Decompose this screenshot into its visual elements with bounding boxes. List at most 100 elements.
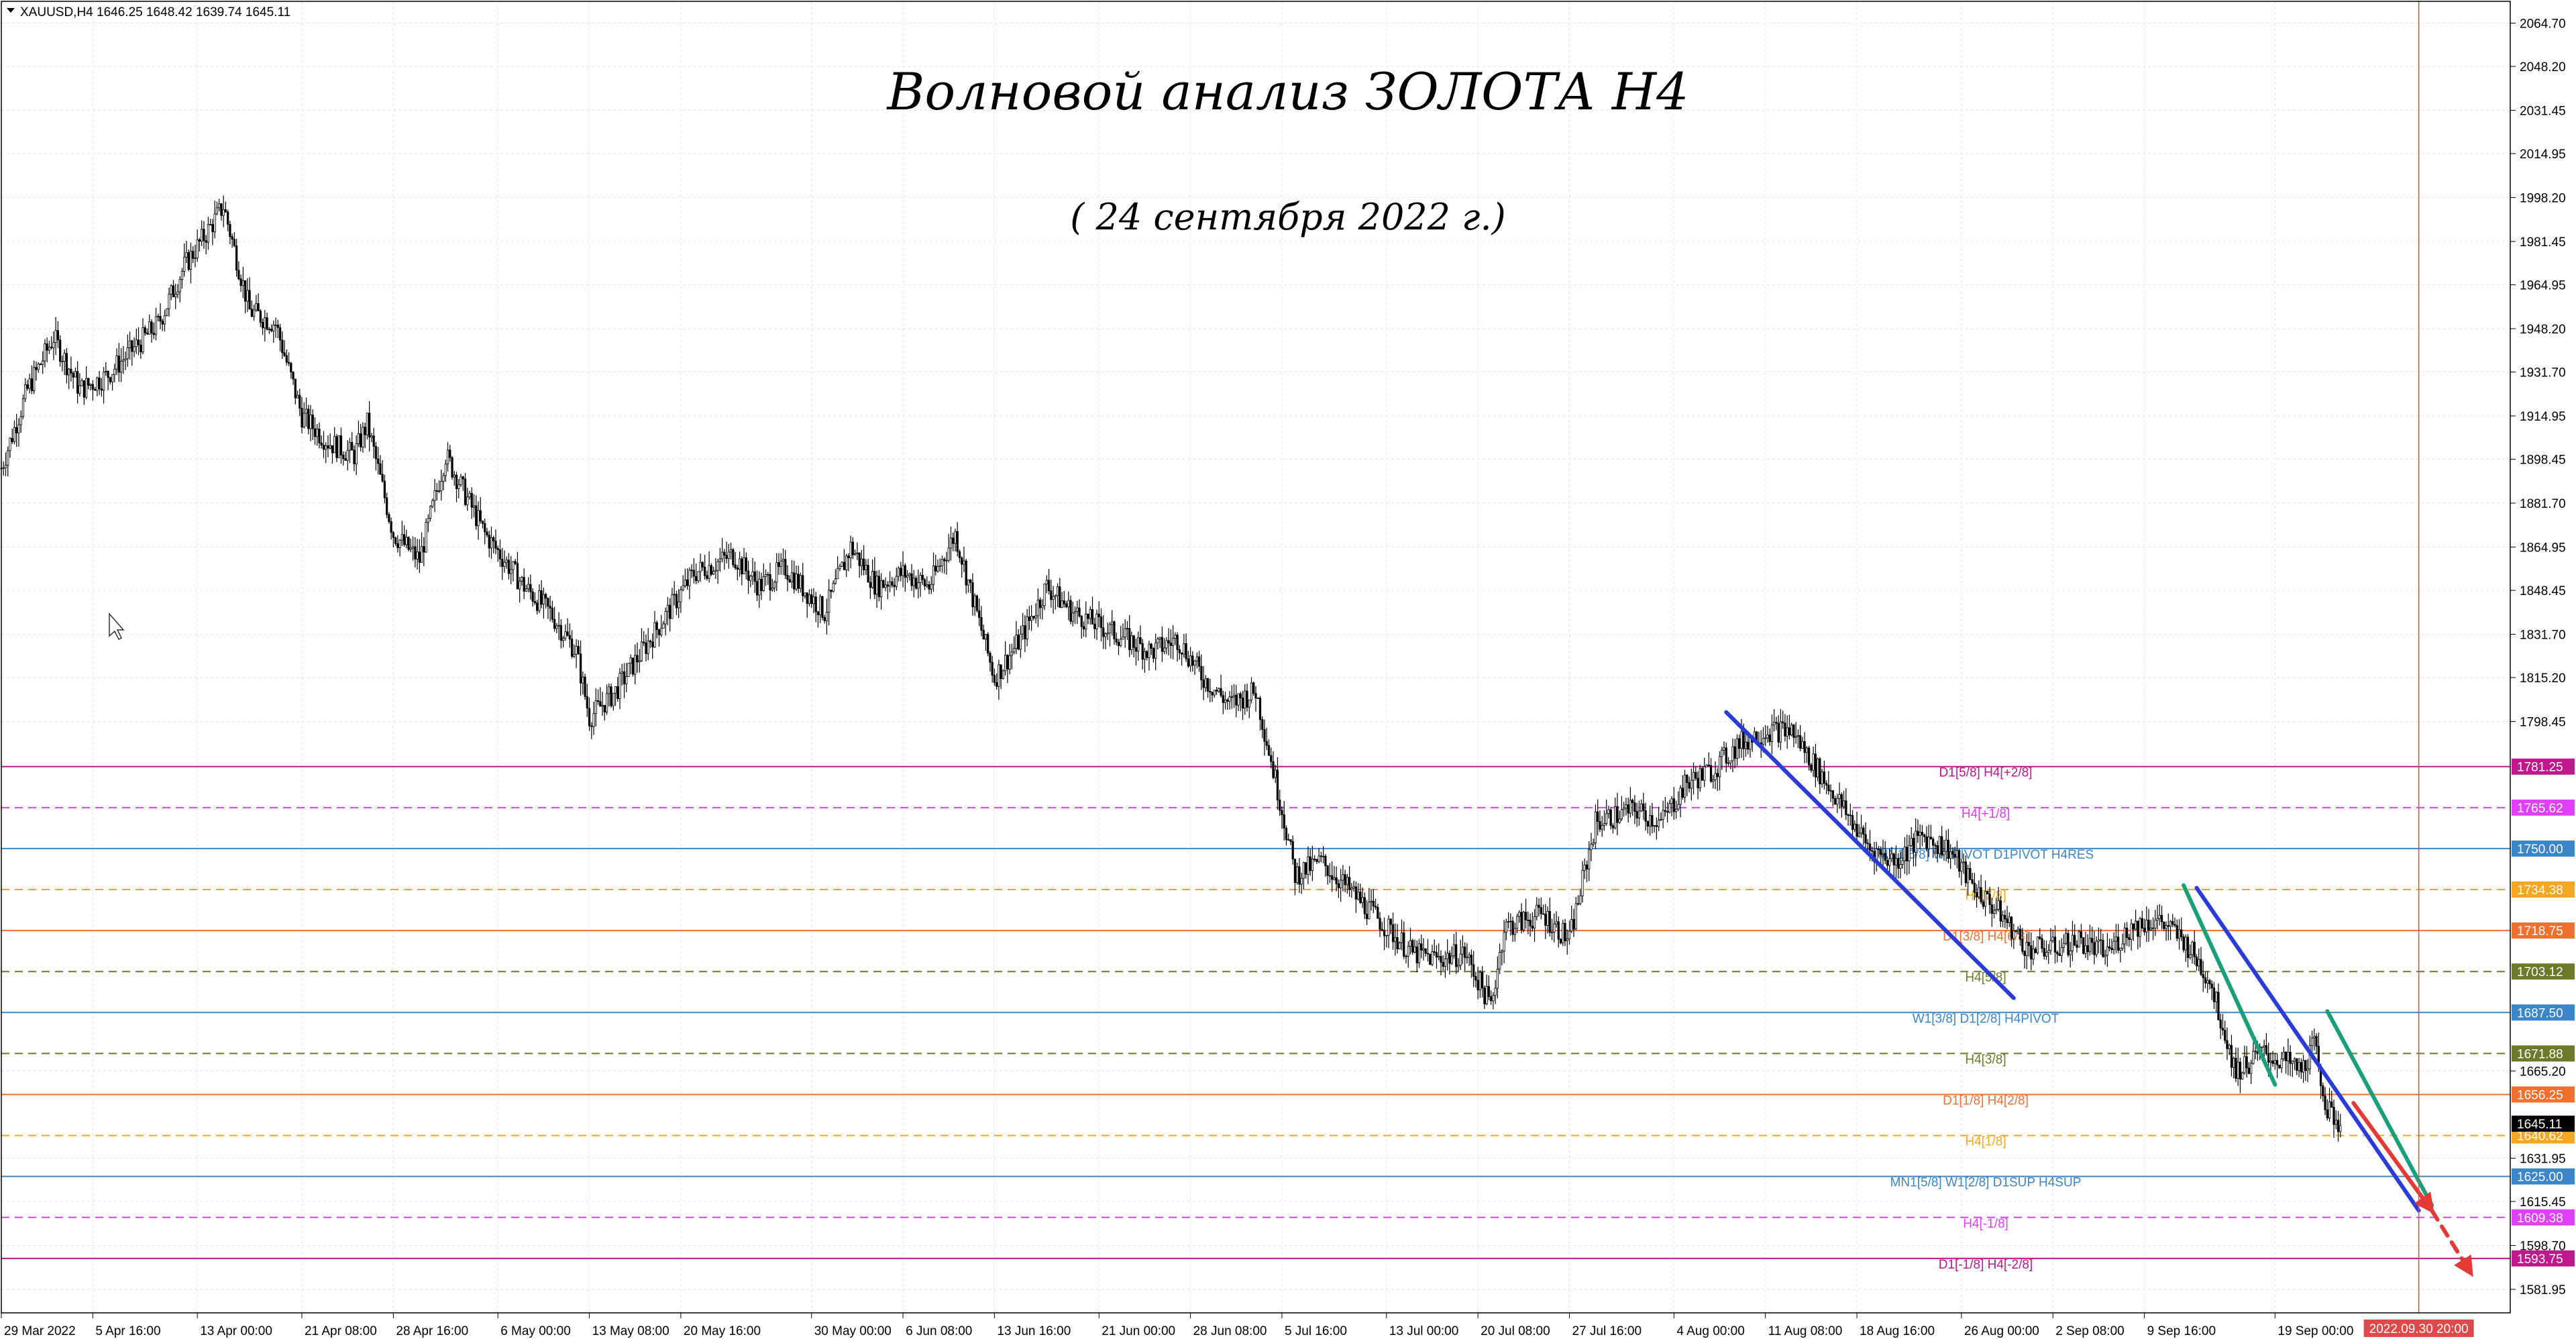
candle-body (718, 558, 721, 562)
candle-body (908, 573, 911, 576)
candle-body (244, 280, 247, 302)
candle-body (657, 629, 661, 635)
candle-body (980, 617, 983, 631)
candle-body (431, 500, 434, 507)
candle-body (2130, 923, 2133, 940)
candle-body (1768, 735, 1771, 743)
candle-body (1672, 798, 1675, 812)
candle-body (241, 280, 244, 286)
level-label: H4[-1/8] (1963, 1217, 2008, 1231)
candle-body (353, 449, 356, 464)
candle-body (810, 594, 813, 604)
candle-body (1241, 698, 1244, 709)
candle-body (1718, 756, 1721, 778)
candle-body (2004, 914, 2006, 920)
candle-body (1071, 612, 1074, 622)
candle-body (78, 385, 81, 394)
candle-body (1657, 819, 1660, 827)
candle-body (1073, 610, 1077, 614)
candle-body (1888, 858, 1891, 866)
candle-body (152, 333, 155, 335)
candle-body (582, 676, 584, 684)
price-tag-label: 1671.88 (2517, 1047, 2563, 1061)
candle-body (1398, 943, 1401, 950)
candle-body (1350, 888, 1353, 890)
candle-body (246, 290, 249, 302)
candle-body (703, 566, 706, 576)
x-tick-label: 28 Jun 08:00 (1193, 1324, 1267, 1338)
x-tick-label: 21 Apr 08:00 (305, 1324, 377, 1338)
candle-body (1868, 843, 1872, 851)
candle-body (930, 584, 932, 590)
candle-body (2217, 992, 2220, 1020)
candle-body (490, 537, 493, 549)
candle-body (2010, 916, 2013, 939)
candle-body (2119, 947, 2122, 951)
candle-body (1479, 971, 1482, 991)
candle-body (695, 576, 698, 582)
candle-body (1468, 955, 1470, 958)
candle-body (2097, 939, 2100, 942)
candle-body (1318, 855, 1320, 862)
candle-body (897, 568, 900, 577)
candle-body (1520, 912, 1523, 930)
candle-body (33, 367, 36, 391)
candle-body (1566, 939, 1568, 942)
candle-body (993, 675, 996, 683)
x-tick-label: 4 Aug 00:00 (1676, 1324, 1744, 1338)
candle-body (1840, 794, 1843, 807)
candle-body (771, 588, 773, 590)
candle-body (1365, 914, 1368, 920)
candle-body (621, 671, 623, 674)
candle-body (1938, 836, 1941, 855)
candle-body (381, 474, 384, 482)
candle-body (1627, 804, 1629, 814)
candle-body (996, 682, 998, 687)
candle-body (1152, 648, 1155, 659)
candle-body (201, 229, 203, 242)
candle-body (1403, 932, 1405, 957)
candle-body (692, 570, 696, 577)
candle-body (839, 566, 841, 570)
candle-body (2332, 1107, 2335, 1125)
candle-body (1361, 897, 1364, 903)
candle-body (1978, 887, 1980, 898)
x-tick-label: 9 Sep 16:00 (2147, 1324, 2216, 1338)
candle-body (1951, 851, 1954, 855)
symbol-dropdown-icon[interactable] (7, 8, 15, 13)
y-tick-label: 2048.20 (2520, 60, 2566, 74)
candle-body (553, 619, 556, 629)
candle-body (161, 321, 164, 325)
candle-body (128, 340, 131, 348)
candle-body (790, 572, 794, 583)
candle-body (1509, 920, 1512, 922)
candle-body (1370, 900, 1373, 903)
candle-body (1298, 866, 1301, 885)
candle-body (2198, 959, 2200, 967)
candle-body (390, 521, 392, 533)
y-tick-label: 1964.95 (2520, 278, 2566, 292)
candle-body (2224, 1030, 2226, 1041)
candle-body (566, 631, 569, 636)
symbol-info: XAUUSD,H4 1646.25 1648.42 1639.74 1645.1… (20, 5, 290, 19)
candle-body (1583, 864, 1586, 871)
candle-body (832, 582, 835, 592)
candle-body (1494, 987, 1497, 996)
candle-body (229, 223, 231, 237)
x-tick-label: 20 Jul 08:00 (1481, 1324, 1550, 1338)
candle-body (1059, 586, 1061, 608)
candle-body (374, 445, 378, 460)
candle-body (215, 207, 219, 215)
candle-body (1908, 845, 1911, 861)
candle-body (2154, 920, 2157, 928)
candle-body (2324, 1095, 2326, 1110)
candle-body (1692, 771, 1695, 781)
candle-body (1446, 953, 1449, 959)
candle-body (481, 521, 484, 524)
candle-body (1986, 891, 1989, 895)
candle-body (1191, 655, 1194, 666)
candle-body (1324, 855, 1327, 867)
candle-body (1733, 746, 1736, 759)
y-tick-label: 1815.20 (2520, 672, 2566, 686)
